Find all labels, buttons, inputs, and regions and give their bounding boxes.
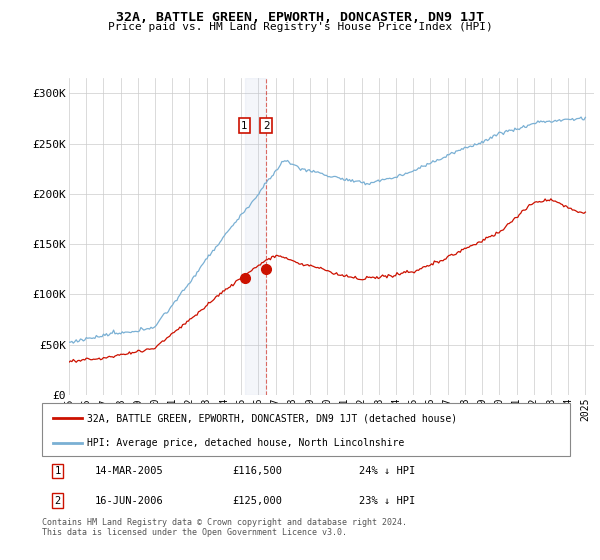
- Text: 1: 1: [241, 120, 248, 130]
- Text: £116,500: £116,500: [232, 466, 282, 476]
- Text: 16-JUN-2006: 16-JUN-2006: [95, 496, 164, 506]
- Text: Contains HM Land Registry data © Crown copyright and database right 2024.
This d: Contains HM Land Registry data © Crown c…: [42, 518, 407, 538]
- Text: 2: 2: [55, 496, 61, 506]
- Text: 2: 2: [263, 120, 269, 130]
- Text: HPI: Average price, detached house, North Lincolnshire: HPI: Average price, detached house, Nort…: [87, 438, 404, 448]
- Text: £125,000: £125,000: [232, 496, 282, 506]
- Text: 1: 1: [55, 466, 61, 476]
- Text: 32A, BATTLE GREEN, EPWORTH, DONCASTER, DN9 1JT: 32A, BATTLE GREEN, EPWORTH, DONCASTER, D…: [116, 11, 484, 24]
- Text: Price paid vs. HM Land Registry's House Price Index (HPI): Price paid vs. HM Land Registry's House …: [107, 22, 493, 32]
- Bar: [245, 78, 266, 395]
- Text: 23% ↓ HPI: 23% ↓ HPI: [359, 496, 415, 506]
- Text: 32A, BATTLE GREEN, EPWORTH, DONCASTER, DN9 1JT (detached house): 32A, BATTLE GREEN, EPWORTH, DONCASTER, D…: [87, 413, 457, 423]
- Text: 14-MAR-2005: 14-MAR-2005: [95, 466, 164, 476]
- Text: 24% ↓ HPI: 24% ↓ HPI: [359, 466, 415, 476]
- FancyBboxPatch shape: [42, 403, 570, 456]
